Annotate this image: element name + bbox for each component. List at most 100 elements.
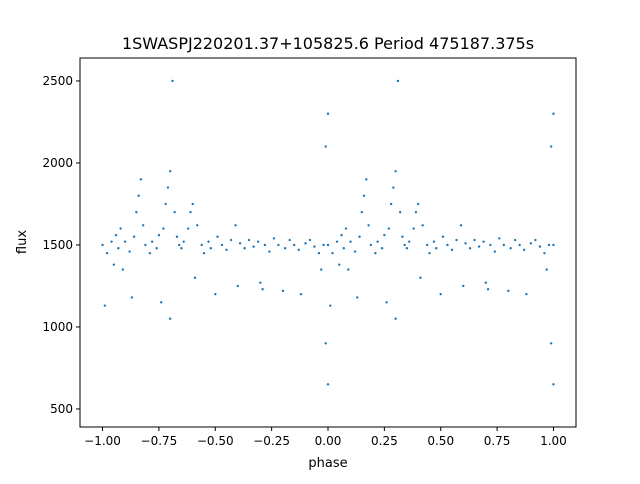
- data-point: [202, 251, 206, 255]
- data-point: [180, 247, 183, 250]
- data-point: [243, 247, 246, 250]
- data-point: [313, 245, 316, 248]
- data-point: [502, 243, 506, 247]
- data-point: [110, 240, 113, 243]
- data-point: [331, 251, 334, 255]
- data-point: [139, 178, 143, 181]
- data-point: [450, 248, 454, 252]
- data-point: [141, 224, 145, 227]
- data-point: [416, 202, 420, 206]
- data-point: [342, 247, 345, 250]
- data-point: [283, 247, 287, 250]
- data-point: [349, 240, 352, 243]
- data-point: [324, 145, 327, 148]
- data-point: [238, 242, 242, 245]
- data-point: [189, 210, 192, 214]
- data-point: [489, 243, 492, 247]
- data-point: [178, 243, 181, 247]
- y-tick-label: 2500: [42, 74, 73, 88]
- data-point: [529, 242, 533, 245]
- data-point: [162, 227, 165, 230]
- data-point: [171, 79, 174, 83]
- data-point: [144, 243, 147, 247]
- data-point: [360, 210, 364, 214]
- data-point: [468, 247, 472, 250]
- data-point: [252, 245, 255, 248]
- data-point: [432, 240, 436, 243]
- data-point: [168, 317, 172, 320]
- data-point: [477, 245, 481, 248]
- data-point: [326, 383, 330, 386]
- data-point: [376, 240, 379, 243]
- data-point: [130, 296, 134, 299]
- data-point: [369, 243, 373, 247]
- y-tick-label: 500: [50, 402, 73, 416]
- data-point: [398, 210, 402, 214]
- data-point: [112, 263, 116, 266]
- data-point: [229, 238, 233, 242]
- data-point: [426, 243, 429, 247]
- data-point: [493, 250, 497, 253]
- data-point: [256, 240, 260, 243]
- x-tick-label: 0.50: [427, 434, 454, 448]
- data-point: [191, 202, 194, 206]
- data-point: [545, 268, 548, 271]
- data-point: [335, 240, 339, 243]
- data-point: [446, 243, 449, 247]
- data-point: [157, 233, 161, 237]
- data-point: [268, 250, 271, 253]
- data-point: [498, 237, 501, 240]
- data-point: [297, 248, 300, 252]
- data-point: [387, 227, 391, 230]
- data-point: [117, 247, 120, 250]
- data-point: [322, 243, 325, 247]
- data-point: [383, 233, 386, 237]
- data-point: [340, 233, 343, 237]
- data-point: [234, 224, 237, 227]
- data-point: [414, 210, 418, 214]
- data-point: [187, 227, 190, 230]
- x-axis-label: phase: [308, 456, 347, 471]
- data-point: [324, 342, 327, 345]
- data-point: [135, 210, 138, 214]
- data-point: [209, 247, 212, 250]
- data-point: [132, 235, 136, 238]
- data-point: [259, 281, 262, 284]
- data-point: [123, 240, 127, 243]
- data-point: [150, 240, 154, 243]
- x-tick-label: −0.25: [253, 434, 290, 448]
- data-point: [281, 289, 285, 293]
- data-point: [277, 243, 280, 247]
- data-point: [482, 240, 485, 243]
- data-point: [525, 292, 528, 296]
- data-point: [288, 238, 291, 242]
- data-point: [428, 251, 431, 255]
- x-tick-label: 0.75: [484, 434, 511, 448]
- data-point: [513, 238, 517, 242]
- data-point: [214, 292, 217, 296]
- data-point: [439, 292, 442, 296]
- data-point: [550, 342, 553, 345]
- data-point: [261, 288, 264, 291]
- data-point: [552, 243, 555, 247]
- data-point: [550, 145, 553, 148]
- data-point: [441, 235, 445, 238]
- data-point: [365, 178, 368, 181]
- data-point: [462, 284, 465, 288]
- data-point: [148, 251, 152, 255]
- data-point: [168, 169, 172, 173]
- data-point: [308, 238, 312, 242]
- data-point: [196, 224, 199, 227]
- data-point: [509, 247, 512, 250]
- data-point: [101, 243, 104, 247]
- data-point: [128, 250, 131, 253]
- data-point: [338, 263, 341, 266]
- data-point: [455, 238, 458, 242]
- data-point: [121, 268, 125, 271]
- data-point: [159, 301, 163, 304]
- data-point: [396, 79, 400, 83]
- data-point: [193, 276, 197, 279]
- data-point: [263, 243, 267, 247]
- x-tick-label: 0.25: [371, 434, 398, 448]
